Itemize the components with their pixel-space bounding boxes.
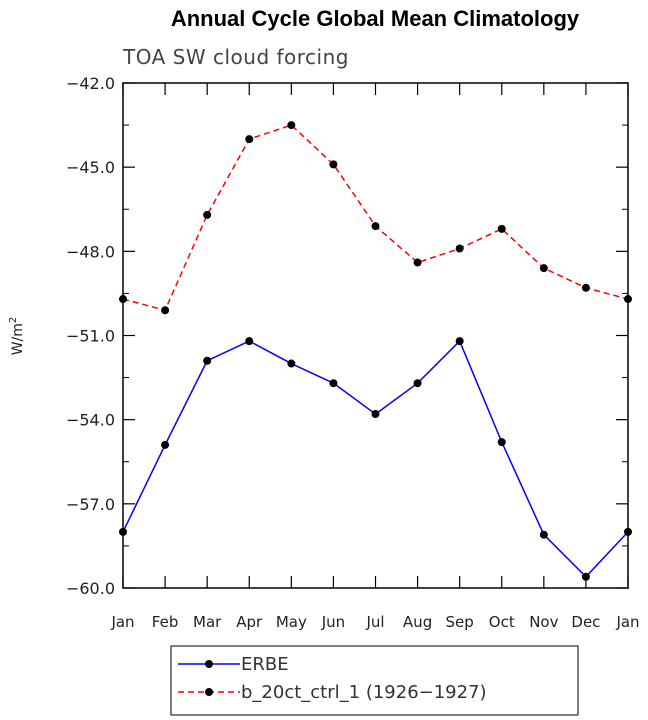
- y-axis-label: W/m2: [8, 317, 26, 356]
- series-1-point: [119, 295, 127, 304]
- x-tick-label: Dec: [571, 613, 600, 631]
- x-tick-label: Sep: [446, 613, 474, 631]
- y-tick-label: −48.0: [66, 242, 115, 261]
- series-1-point: [497, 224, 506, 233]
- series-0-point: [287, 359, 296, 368]
- series-0-point: [119, 527, 127, 536]
- series-1-point: [161, 306, 170, 315]
- x-tick-label: May: [276, 613, 307, 631]
- legend: ERBE b_20ct_ctrl_1 (1926−1927): [170, 645, 579, 716]
- series-0-point: [413, 379, 422, 388]
- x-tick-label: Jan: [110, 613, 134, 631]
- series-0-point: [539, 530, 548, 539]
- plot-border: [122, 82, 629, 589]
- series-line-1: [122, 124, 629, 312]
- series-1-point: [245, 135, 254, 144]
- series-layer: [119, 121, 632, 581]
- series-0-point: [203, 356, 212, 365]
- legend-marker-erbe: [205, 660, 213, 668]
- legend-label-erbe: ERBE: [241, 654, 289, 675]
- y-tick-labels: −42.0 −45.0 −48.0 −51.0 −54.0 −57.0 −60.0: [66, 74, 115, 598]
- x-tick-labels: Jan Feb Mar Apr May Jun Jul Aug Sep Oct Nov Dec Jan: [110, 613, 639, 631]
- series-0-point: [581, 572, 590, 581]
- y-tick-label: −54.0: [66, 411, 115, 430]
- series-1-point: [287, 121, 296, 130]
- x-tick-label: Oct: [489, 613, 515, 631]
- x-tick-label: Aug: [403, 613, 432, 631]
- x-tick-label: Mar: [193, 613, 222, 631]
- y-tick-label: −42.0: [66, 74, 115, 93]
- y-axis-label-main: W/m: [10, 323, 26, 355]
- x-tick-label: Feb: [152, 613, 179, 631]
- series-0-point: [371, 410, 380, 419]
- legend-marker-b20ct: [205, 688, 213, 696]
- series-1-point: [329, 160, 338, 169]
- series-0-point: [161, 440, 170, 449]
- x-tick-label: Jul: [365, 613, 384, 631]
- y-tick-label: −45.0: [66, 158, 115, 177]
- legend-box: [170, 645, 579, 716]
- series-1-point: [203, 210, 212, 219]
- x-tick-label: Apr: [236, 613, 263, 631]
- series-0-point: [455, 337, 464, 346]
- series-0-point: [497, 438, 506, 447]
- series-1-point: [539, 264, 548, 273]
- chart-title: Annual Cycle Global Mean Climatology: [171, 6, 580, 31]
- chart-subtitle: TOA SW cloud forcing: [122, 45, 349, 69]
- series-1-point: [581, 283, 590, 292]
- series-line-0: [122, 339, 629, 578]
- series-0-point: [329, 379, 338, 388]
- series-0-point: [624, 527, 632, 536]
- y-tick-label: −51.0: [66, 327, 115, 346]
- series-1-point: [455, 244, 464, 253]
- series-1-point: [413, 258, 422, 267]
- x-tick-label: Nov: [529, 613, 558, 631]
- plot-area: [122, 82, 629, 589]
- x-tick-label: Jan: [615, 613, 639, 631]
- series-1-point: [624, 295, 632, 304]
- legend-label-b20ct: b_20ct_ctrl_1 (1926−1927): [241, 682, 487, 703]
- x-tick-label: Jun: [321, 613, 345, 631]
- y-tick-label: −57.0: [66, 495, 115, 514]
- series-0-point: [245, 337, 254, 346]
- axis-ticks: [122, 82, 629, 589]
- y-tick-label: −60.0: [66, 579, 115, 598]
- series-1-point: [371, 222, 380, 231]
- y-axis-label-superscript: 2: [8, 317, 19, 323]
